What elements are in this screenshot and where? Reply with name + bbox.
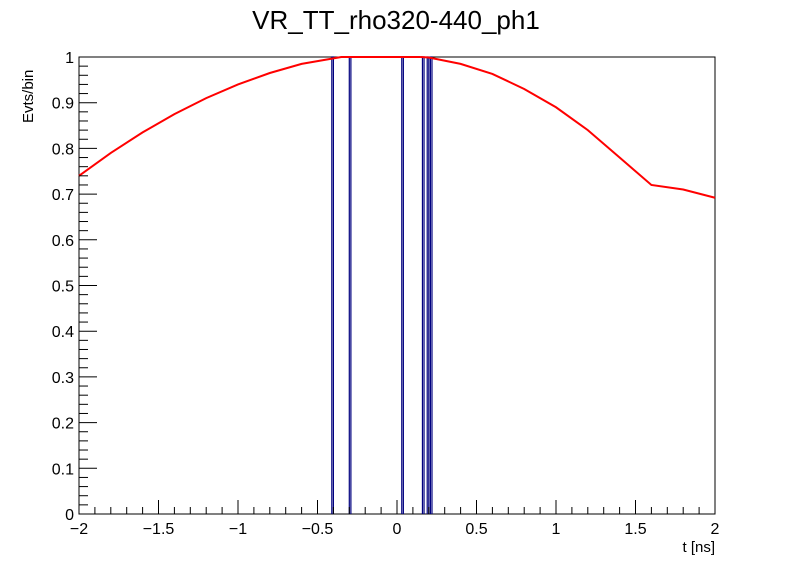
- x-tick-label: 1: [552, 521, 561, 538]
- y-tick-label: 0.8: [52, 141, 74, 158]
- x-tick-label: 0.5: [465, 521, 487, 538]
- histogram-bar-4: [426, 56, 430, 514]
- x-tick-label: −0.5: [302, 521, 334, 538]
- y-tick-label: 0.1: [52, 461, 74, 478]
- histogram-bar-5: [429, 56, 433, 514]
- y-tick-label: 0.3: [52, 370, 74, 387]
- curve-1: [420, 56, 716, 199]
- y-tick-label: 0.7: [52, 187, 74, 204]
- x-tick-label: 1.5: [624, 521, 646, 538]
- x-tick-label: 0: [393, 521, 402, 538]
- histogram-bar-1: [348, 56, 352, 514]
- y-tick-label: 0.4: [52, 324, 74, 341]
- x-tick-label: −1: [229, 521, 247, 538]
- curve-0: [78, 56, 421, 177]
- chart-title: VR_TT_rho320-440_ph1: [252, 5, 540, 35]
- y-tick-label: 0.2: [52, 416, 74, 433]
- x-axis-label: t [ns]: [682, 539, 715, 556]
- plot-frame: [78, 56, 716, 515]
- y-tick-label: 0: [65, 507, 74, 524]
- x-tick-label: 2: [711, 521, 720, 538]
- y-tick-label: 0.6: [52, 233, 74, 250]
- y-tick-label: 0.9: [52, 96, 74, 113]
- x-tick-label: −2: [70, 521, 88, 538]
- y-tick-label: 1: [65, 50, 74, 67]
- histogram-bar-3: [421, 56, 425, 514]
- axis-ticks: −2 −1.5 −1 −0.5 0 0.5 1 1.5 2 0 0.1 0.2 0.3 0.4 0.5 0.6…: [52, 50, 720, 538]
- y-tick-label: 0.5: [52, 279, 74, 296]
- histogram-bar-0: [331, 56, 334, 514]
- histogram-bars: [331, 56, 433, 514]
- x-tick-label: −1.5: [143, 521, 175, 538]
- y-axis-label: Evts/bin: [20, 70, 37, 123]
- fit-curves: [78, 56, 716, 199]
- histogram-bar-2: [401, 56, 404, 514]
- plot-area-border: [78, 56, 716, 515]
